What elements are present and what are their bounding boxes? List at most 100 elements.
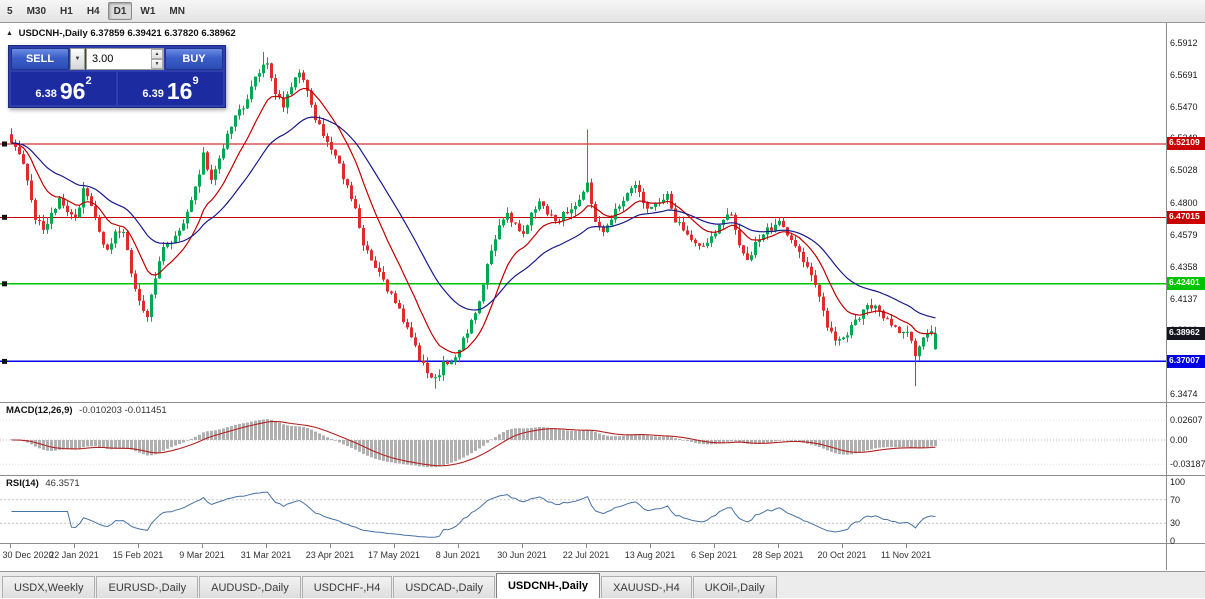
- macd-values: -0.010203 -0.011451: [79, 405, 167, 416]
- axis-label: 6.5470: [1170, 102, 1198, 112]
- macd-signal-line: [11, 420, 936, 467]
- volume-spinner: ▲ ▼: [151, 49, 163, 69]
- time-axis-tick: [10, 544, 11, 548]
- axis-label: 6.4800: [1170, 198, 1198, 208]
- timeframe-button-5[interactable]: 5: [1, 2, 19, 20]
- moving-average-12: [11, 87, 936, 354]
- time-axis-tick: [778, 544, 779, 548]
- sell-price-display[interactable]: 6.38 96 2: [11, 72, 116, 105]
- time-axis-label: 13 Aug 2021: [624, 550, 676, 560]
- time-axis-label: 9 Mar 2021: [179, 550, 225, 560]
- time-axis-tick: [266, 544, 267, 548]
- timeframe-button-w1[interactable]: W1: [134, 2, 161, 20]
- axis-label: 70: [1170, 494, 1181, 505]
- time-axis-label: 30 Jun 2021: [497, 550, 547, 560]
- time-axis-label: 17 May 2021: [367, 550, 421, 560]
- buy-price-prefix: 6.39: [142, 88, 164, 100]
- timeframe-button-m30[interactable]: M30: [21, 2, 52, 20]
- chart-tabs-bar: USDX,Weekly EURUSD-,Daily AUDUSD-,Daily USD…: [0, 571, 1205, 598]
- time-axis-tick: [394, 544, 395, 548]
- one-click-trading-panel: SELL ▼ ▲ ▼ BUY 6.38 96 2 6.39 16 9: [8, 45, 226, 108]
- chart-ohlc-values: 6.37859 6.39421 6.37820 6.38962: [90, 28, 236, 39]
- timeframe-button-d1[interactable]: D1: [107, 2, 133, 20]
- time-axis-label: 23 Apr 2021: [305, 550, 355, 560]
- timeframe-button-h1[interactable]: H1: [54, 2, 79, 20]
- chart-symbol-label: USDCNH-,Daily: [18, 28, 88, 39]
- time-axis-tick: [138, 544, 139, 548]
- chart-tab-ukoil-daily[interactable]: UKOil-,Daily: [692, 576, 777, 598]
- chart-tab-xauusd-h4[interactable]: XAUUSD-,H4: [601, 576, 692, 598]
- time-axis-label: 20 Oct 2021: [817, 550, 867, 560]
- hline-handle[interactable]: [2, 141, 7, 147]
- macd-indicator-label: MACD(12,26,9) -0.010203 -0.011451: [6, 405, 167, 416]
- axis-label: 6.5691: [1170, 70, 1198, 80]
- moving-average-30: [11, 116, 936, 319]
- time-axis-tick: [650, 544, 651, 548]
- time-axis-tick: [842, 544, 843, 548]
- time-axis-tick: [74, 544, 75, 548]
- time-axis-label: 11 Nov 2021: [880, 550, 932, 560]
- panel-separator-rsi-dates[interactable]: [0, 543, 1205, 544]
- panel-separator-macd-rsi[interactable]: [0, 475, 1205, 476]
- volume-increase-button[interactable]: ▲: [151, 49, 163, 59]
- axis-label: 6.4137: [1170, 294, 1198, 304]
- sell-button[interactable]: SELL: [11, 48, 69, 70]
- buy-price-point: 9: [192, 75, 199, 87]
- price-axis-line: [1166, 23, 1167, 570]
- time-axis-label: 22 Jan 2021: [49, 550, 99, 560]
- buy-price-pips: 16: [166, 78, 193, 104]
- sell-price-pips: 96: [59, 78, 86, 104]
- axis-label: 0.00: [1170, 435, 1188, 445]
- chart-tab-usdcad-daily[interactable]: USDCAD-,Daily: [393, 576, 495, 598]
- volume-decrease-button[interactable]: ▼: [151, 59, 163, 69]
- main-price-chart[interactable]: [0, 23, 1166, 402]
- price-tag-6.52109[interactable]: 6.52109: [1167, 137, 1205, 150]
- time-axis-label: 31 Mar 2021: [240, 550, 292, 560]
- sell-price-point: 2: [85, 75, 92, 87]
- rsi-name: RSI(14): [6, 478, 39, 489]
- timeframe-button-mn[interactable]: MN: [163, 2, 191, 20]
- rsi-value: 46.3571: [45, 478, 80, 489]
- panel-separator-main-macd[interactable]: [0, 402, 1205, 403]
- hline-handle[interactable]: [2, 281, 7, 287]
- macd-name: MACD(12,26,9): [6, 405, 73, 416]
- chart-tab-usdx-weekly[interactable]: USDX,Weekly: [2, 576, 96, 598]
- timeframe-button-h4[interactable]: H4: [81, 2, 106, 20]
- time-axis-label: 28 Sep 2021: [752, 550, 804, 560]
- chart-header: ▲ USDCNH-,Daily 6.37859 6.39421 6.37820 …: [6, 28, 236, 39]
- chevron-down-icon: ▼: [154, 60, 160, 67]
- axis-label: 6.4358: [1170, 262, 1198, 272]
- buy-button[interactable]: BUY: [165, 48, 223, 70]
- candle-bodies: [10, 63, 937, 379]
- hline-handle[interactable]: [2, 358, 7, 364]
- buy-price-display[interactable]: 6.39 16 9: [118, 72, 223, 105]
- chart-tab-usdcnh-daily[interactable]: USDCNH-,Daily: [495, 573, 601, 598]
- chart-tab-usdchf-h4[interactable]: USDCHF-,H4: [301, 576, 393, 598]
- axis-label: 0: [1170, 536, 1176, 546]
- time-axis-label: 22 Jul 2021: [562, 550, 610, 560]
- price-tag-6.47015[interactable]: 6.47015: [1167, 211, 1205, 224]
- price-tag-6.37007[interactable]: 6.37007: [1167, 355, 1205, 368]
- chart-tab-eurusd-daily[interactable]: EURUSD-,Daily: [96, 576, 199, 598]
- hline-handle[interactable]: [2, 214, 7, 220]
- symbol-marker-icon: ▲: [6, 30, 13, 37]
- trade-controls-row: SELL ▼ ▲ ▼ BUY: [11, 48, 223, 70]
- rsi-line: [11, 491, 936, 538]
- rsi-indicator-panel: [0, 491, 1166, 538]
- time-axis-label: 15 Feb 2021: [112, 550, 164, 560]
- price-tag-6.38962[interactable]: 6.38962: [1167, 327, 1205, 340]
- axis-label: 6.5912: [1170, 38, 1198, 48]
- rsi-indicator-label: RSI(14) 46.3571: [6, 478, 80, 489]
- time-axis-tick: [714, 544, 715, 548]
- trade-prices-row: 6.38 96 2 6.39 16 9: [11, 72, 223, 105]
- chart-tab-audusd-daily[interactable]: AUDUSD-,Daily: [199, 576, 301, 598]
- axis-label: 6.5028: [1170, 165, 1198, 175]
- volume-input[interactable]: [86, 48, 164, 70]
- volume-dropdown-button[interactable]: ▼: [70, 48, 85, 70]
- time-axis-label: 30 Dec 2020: [2, 550, 54, 560]
- sell-price-prefix: 6.38: [35, 88, 57, 100]
- time-axis-tick: [202, 544, 203, 548]
- price-tag-6.42401[interactable]: 6.42401: [1167, 277, 1205, 290]
- axis-label: 0.02607: [1170, 415, 1203, 426]
- axis-label: 100: [1170, 477, 1186, 487]
